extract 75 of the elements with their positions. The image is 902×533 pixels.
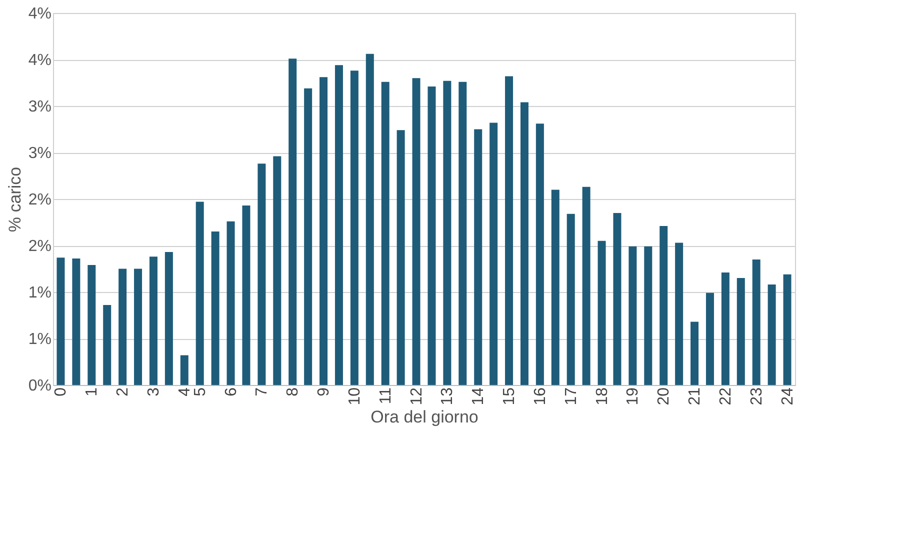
y-tick-label: 2% <box>28 192 52 208</box>
bar <box>474 129 482 385</box>
x-tick-label: 19 <box>624 387 642 406</box>
bar <box>613 212 622 385</box>
bar <box>258 164 266 385</box>
bar <box>752 259 760 385</box>
bar <box>520 102 528 385</box>
y-tick-label: 4% <box>28 52 52 69</box>
x-tick-label: 20 <box>656 387 673 406</box>
bar <box>660 226 668 385</box>
y-tick-label: 1% <box>28 331 52 348</box>
x-tick-label: 21 <box>686 387 704 406</box>
bar <box>366 54 374 385</box>
x-tick-label: 13 <box>439 387 456 406</box>
x-tick-label: 2 <box>114 387 132 396</box>
bar <box>566 214 575 385</box>
bar <box>428 86 436 385</box>
bar <box>273 156 282 385</box>
x-tick-label: 3 <box>145 387 162 396</box>
bar <box>736 278 745 385</box>
bar <box>396 130 405 385</box>
x-tick-label: 22 <box>717 387 734 406</box>
bar <box>381 82 390 385</box>
bar <box>690 322 699 385</box>
bar <box>196 202 204 385</box>
bar <box>706 292 714 385</box>
bar <box>350 70 358 385</box>
x-tick-label: 10 <box>346 387 364 406</box>
x-tick-label: 18 <box>594 387 611 406</box>
bar <box>582 186 590 385</box>
y-tick-label: 4% <box>28 6 52 22</box>
x-axis-title: Ora del giorno <box>370 407 478 426</box>
bar <box>536 124 544 385</box>
x-tick-label: 0 <box>52 387 70 396</box>
bar <box>644 246 652 385</box>
y-tick-label: 1% <box>28 284 52 302</box>
bar <box>226 221 235 385</box>
bar <box>443 80 452 385</box>
x-tick-label: 17 <box>562 387 580 406</box>
bar <box>551 190 560 385</box>
x-tick-label: 14 <box>470 387 488 406</box>
bar <box>412 78 420 385</box>
y-tick-label: 3% <box>28 145 52 162</box>
bar <box>458 82 467 385</box>
x-tick-label: 5 <box>192 387 209 396</box>
bar <box>320 77 328 385</box>
x-tick-label: 23 <box>748 387 766 406</box>
bar <box>505 76 514 385</box>
bar <box>783 274 792 385</box>
x-tick-label: 12 <box>408 387 426 406</box>
x-tick-label: 4 <box>176 387 194 396</box>
y-axis-title: % carico <box>5 166 24 232</box>
bar <box>768 284 776 385</box>
bar <box>304 88 312 385</box>
bar <box>242 206 250 385</box>
bar <box>675 242 684 385</box>
y-tick-label: 2% <box>28 238 52 255</box>
x-tick-label: 15 <box>501 387 518 406</box>
bar <box>721 272 730 385</box>
bar <box>211 232 220 385</box>
x-tick-label: 16 <box>532 387 549 406</box>
x-tick-label: 9 <box>316 387 333 396</box>
x-tick-label: 8 <box>284 387 302 396</box>
bar <box>598 240 606 385</box>
bar <box>288 58 297 385</box>
x-tick-label: 1 <box>84 387 101 396</box>
bar <box>490 122 498 385</box>
bar <box>334 65 343 385</box>
y-tick-label: 3% <box>28 98 52 116</box>
x-tick-label: 11 <box>377 387 394 404</box>
x-tick-label: 7 <box>254 387 271 396</box>
y-tick-label: 0% <box>28 378 52 394</box>
x-tick-label: 6 <box>222 387 240 396</box>
x-tick-label: 24 <box>779 387 796 406</box>
bar <box>628 246 637 385</box>
